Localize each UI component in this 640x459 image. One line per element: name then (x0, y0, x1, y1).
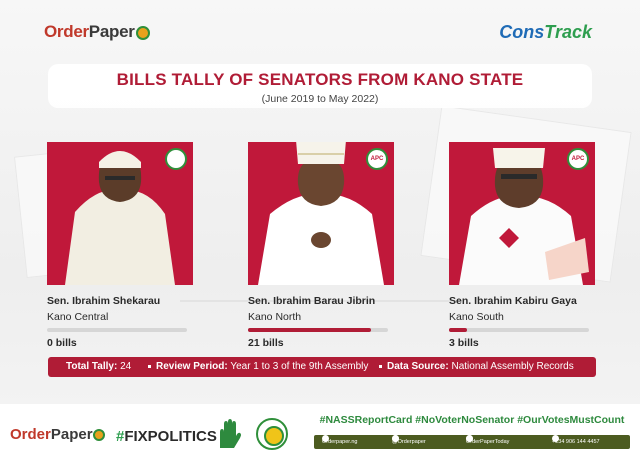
twitter-icon (392, 435, 399, 442)
bills-count: 3 bills (449, 337, 479, 349)
data-source-value: National Assembly Records (451, 361, 574, 372)
total-tally: Total Tally: 24 (66, 357, 131, 377)
contact-website-text: Orderpaper.ng (322, 439, 358, 445)
data-source: Data Source: National Assembly Records (379, 357, 574, 377)
globe-icon (322, 435, 329, 442)
seal-logo-icon (256, 418, 288, 450)
logo-text-order: Order (10, 426, 51, 443)
senator-district: Kano Central (47, 311, 109, 323)
senator-name: Sen. Ibrahim Barau Jibrin (248, 295, 376, 307)
contact-bar: Orderpaper.ng @Orderpaper OrderPaperToda… (314, 435, 630, 449)
background-line (180, 300, 460, 302)
senator-photo (258, 142, 384, 285)
bills-count: 21 bills (248, 337, 284, 349)
page-title: BILLS TALLY OF SENATORS FROM KANO STATE (116, 70, 524, 89)
total-tally-value: 24 (120, 361, 132, 372)
senator-district: Kano South (449, 311, 504, 323)
tally-strip: Total Tally: 24 Review Period: Year 1 to… (48, 357, 596, 377)
fixpolitics-text: FIXPOLITICS (124, 428, 217, 445)
senator-name: Sen. Ibrahim Kabiru Gaya (449, 295, 577, 307)
bills-bar-track (248, 328, 388, 332)
page-subtitle: (June 2019 to May 2022) (261, 93, 379, 105)
bills-count: 0 bills (47, 337, 77, 349)
hand-logo-icon (220, 419, 241, 448)
logo-text-paper: Paper (88, 22, 135, 41)
footer-orderpaper-logo: OrderPaper (10, 426, 105, 443)
senator-photo (65, 151, 175, 285)
youtube-icon (466, 435, 473, 442)
apc-logo-icon: APC (567, 148, 589, 170)
review-period-value: Year 1 to 3 of the 9th Assembly (230, 361, 369, 372)
data-source-label: Data Source: (387, 361, 449, 372)
logo-text-track: Track (544, 22, 592, 42)
total-tally-label: Total Tally: (66, 361, 118, 372)
senator-name: Sen. Ibrahim Shekarau (47, 295, 161, 307)
phone-icon (552, 435, 559, 442)
orderpaper-mark-icon (92, 429, 105, 442)
contact-instagram-text: OrderPaperToday (466, 439, 510, 445)
logo-text-order: Order (44, 22, 89, 41)
bills-bar-fill (248, 328, 371, 332)
logo-text-paper: Paper (50, 426, 93, 443)
senator-photo (459, 148, 589, 285)
senator-card-shekarau (47, 142, 193, 285)
hashtags: #NASSReportCard #NoVoterNoSenator #OurVo… (319, 414, 625, 426)
contact-social-text: @Orderpaper (392, 439, 426, 445)
apc-logo-icon: APC (366, 148, 388, 170)
footer: OrderPaper #FIXPOLITICS #NASSReportCard … (0, 404, 640, 459)
contact-phone-text: +234 906 144 4457 (552, 439, 600, 445)
senator-card-barau-jibrin: APC (248, 142, 394, 285)
bills-bar-track (449, 328, 589, 332)
senator-district: Kano North (248, 311, 302, 323)
pdp-logo-icon (165, 148, 187, 170)
senator-card-kabiru-gaya: APC (449, 142, 595, 285)
bullet-icon (379, 364, 382, 368)
bullet-icon (148, 364, 151, 368)
review-period: Review Period: Year 1 to 3 of the 9th As… (148, 357, 368, 377)
orderpaper-mark-icon (135, 25, 150, 40)
fixpolitics-logo: #FIXPOLITICS (116, 428, 217, 445)
constrack-logo: ConsTrack (499, 22, 592, 43)
title-box: BILLS TALLY OF SENATORS FROM KANO STATE … (48, 64, 592, 108)
review-period-label: Review Period: (156, 361, 228, 372)
bills-bar-fill (449, 328, 467, 332)
fixpolitics-hash: # (116, 428, 125, 445)
bills-bar-track (47, 328, 187, 332)
logo-text-cons: Cons (499, 22, 545, 42)
orderpaper-logo: OrderPaper (44, 22, 150, 42)
